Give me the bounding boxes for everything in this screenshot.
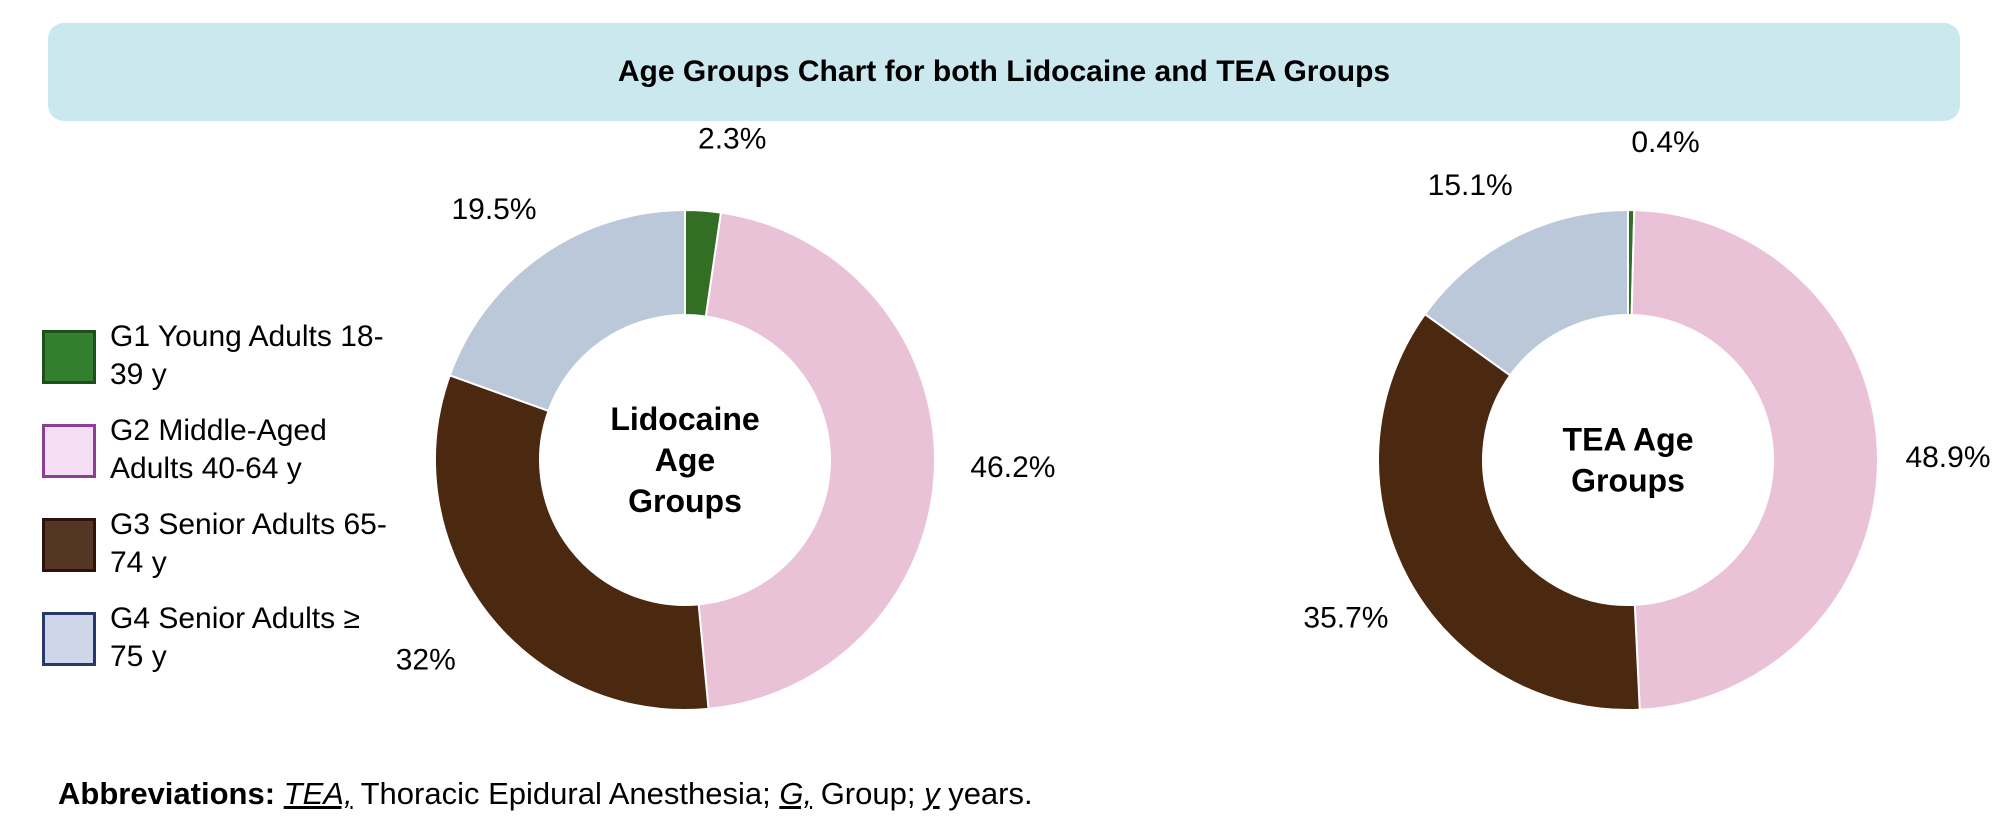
tea-slice-g3 [1376,312,1641,711]
tea-label-g1: 0.4% [1631,126,1699,159]
lidocaine-center-label-line3: Groups [628,483,742,519]
tea-slice-g4 [1423,208,1629,377]
legend: G1 Young Adults 18-39 y G2 Middle-Aged A… [42,318,400,694]
tea-center-label-line2: Groups [1571,463,1685,499]
legend-swatch-g2 [42,424,96,478]
lidocaine-slice-g3 [434,374,710,711]
legend-label-g3: G3 Senior Adults 65-74 y [110,508,387,579]
legend-label-g2: G2 Middle-Aged Adults 40-64 y [110,414,327,485]
legend-item-g1: G1 Young Adults 18-39 y [42,318,400,394]
legend-swatch-g4 [42,612,96,666]
lidocaine-label-g2: 46.2% [970,451,1055,484]
footnote-abbr-g: G, [779,776,813,811]
legend-label-g4: G4 Senior Adults ≥ 75 y [110,602,360,673]
legend-swatch-g3 [42,518,96,572]
legend-item-g4: G4 Senior Adults ≥ 75 y [42,600,400,676]
tea-slice-g2 [1630,209,1879,711]
footnote-lead: Abbreviations: [58,776,276,811]
title-banner: Age Groups Chart for both Lidocaine and … [48,23,1960,121]
lidocaine-slice-g4 [448,208,686,413]
legend-label-g1: G1 Young Adults 18-39 y [110,320,384,391]
chart-title: Age Groups Chart for both Lidocaine and … [617,55,1391,88]
tea-donut: 0.4% 48.9% 35.7% 15.1% TEA Age Groups [1303,126,1991,711]
tea-label-g4: 15.1% [1428,169,1513,202]
lidocaine-label-g4: 19.5% [451,193,536,226]
footnote-abbr-y: y [924,776,940,811]
donut-charts: 2.3% 46.2% 32% 19.5% Lidocaine Age Groups 0.4% 4… [396,123,1991,711]
footnote-abbr-tea: TEA, [283,776,353,811]
footnote-def-g: Group; [812,776,925,811]
abbreviations-footnote: Abbreviations: TEA, Thoracic Epidural An… [58,776,1033,812]
tea-center-label-line1: TEA Age [1563,422,1694,458]
lidocaine-slice-g2 [697,211,936,710]
footnote-def-y: years. [939,776,1033,811]
tea-label-g3: 35.7% [1303,602,1388,635]
tea-label-g2: 48.9% [1905,441,1990,474]
legend-item-g3: G3 Senior Adults 65-74 y [42,506,400,582]
footnote-def-tea: Thoracic Epidural Anesthesia; [352,776,780,811]
lidocaine-center-label-line1: Lidocaine [610,401,759,437]
lidocaine-center-label-line2: Age [655,442,715,478]
legend-item-g2: G2 Middle-Aged Adults 40-64 y [42,412,400,488]
lidocaine-label-g3: 32% [396,644,456,677]
legend-swatch-g1 [42,330,96,384]
lidocaine-label-g1: 2.3% [698,123,766,156]
lidocaine-donut: 2.3% 46.2% 32% 19.5% Lidocaine Age Groups [396,123,1055,711]
